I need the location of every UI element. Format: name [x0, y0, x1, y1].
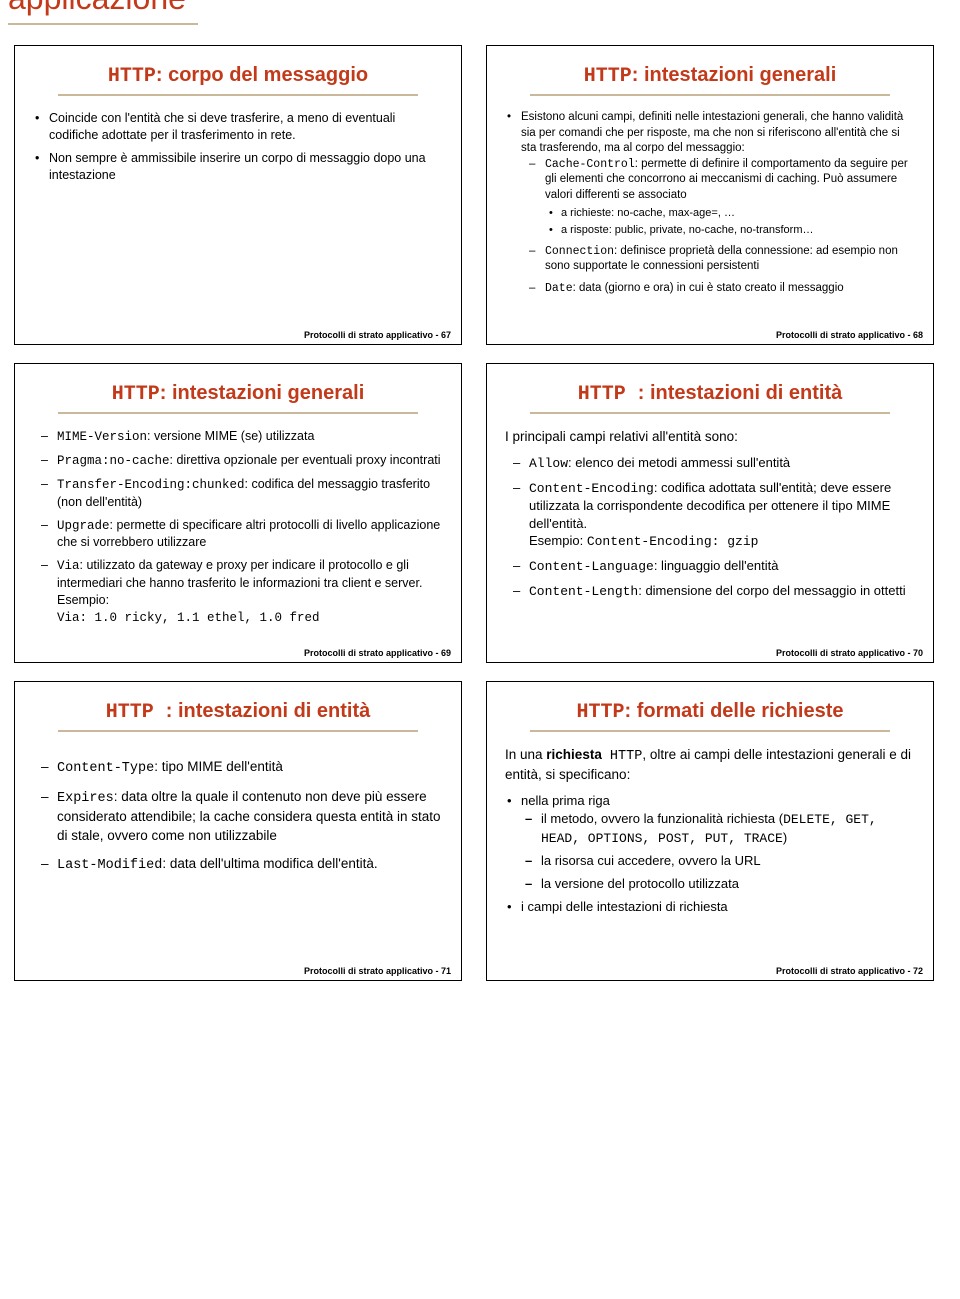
- title-text: : formati delle richieste: [625, 700, 844, 722]
- slide-title: HTTP : intestazioni di entità: [505, 382, 915, 406]
- bullet-item: i campi delle intestazioni di richiesta: [521, 898, 915, 916]
- intro-text: In una richiesta HTTP, oltre ai campi de…: [505, 746, 915, 784]
- slide-row: HTTP: intestazioni generali MIME-Version…: [14, 363, 946, 663]
- title-underline: [530, 730, 891, 732]
- slide-content: MIME-Version: versione MIME (se) utilizz…: [33, 428, 443, 636]
- slide-69: HTTP: intestazioni generali MIME-Version…: [14, 363, 462, 663]
- sub-bullet: a risposte: public, private, no-cache, n…: [561, 223, 915, 238]
- dash-item: Content-Language: linguaggio dell'entità: [529, 557, 915, 576]
- title-underline: [58, 412, 419, 414]
- slide-footer: Protocolli di strato applicativo - 71: [304, 966, 451, 976]
- dash-item: Connection: definisce proprietà della co…: [545, 244, 915, 275]
- slide-footer: Protocolli di strato applicativo - 67: [304, 330, 451, 340]
- slide-footer: Protocolli di strato applicativo - 68: [776, 330, 923, 340]
- slide-content: Esistono alcuni campi, definiti nelle in…: [505, 110, 915, 318]
- slide-content: I principali campi relativi all'entità s…: [505, 428, 915, 636]
- title-text: : corpo del messaggio: [156, 64, 368, 86]
- dash-item: la risorsa cui accedere, ovvero la URL: [541, 852, 915, 870]
- dash-item: Allow: elenco dei metodi ammessi sull'en…: [529, 454, 915, 473]
- dash-item: Content-Length: dimensione del corpo del…: [529, 582, 915, 601]
- title-code: HTTP: [577, 701, 625, 724]
- title-text: : intestazioni generali: [160, 382, 364, 404]
- slide-72: HTTP: formati delle richieste In una ric…: [486, 681, 934, 981]
- dash-item: Date: data (giorno e ora) in cui è stato…: [545, 281, 915, 297]
- intro-text: I principali campi relativi all'entità s…: [505, 428, 915, 446]
- dash-item: Transfer-Encoding:chunked: codifica del …: [57, 476, 443, 511]
- slide-title: HTTP: formati delle richieste: [505, 700, 915, 724]
- title-underline: [58, 730, 419, 732]
- title-text: : intestazioni di entità: [638, 382, 842, 404]
- slide-content: In una richiesta HTTP, oltre ai campi de…: [505, 746, 915, 954]
- title-code: HTTP: [106, 701, 166, 724]
- slide-footer: Protocolli di strato applicativo - 72: [776, 966, 923, 976]
- slide-71: HTTP : intestazioni di entità Content-Ty…: [14, 681, 462, 981]
- dash-item: Cache-Control: permette di definire il c…: [545, 157, 915, 238]
- slide-handout-page: applicazione HTTP: corpo del messaggio C…: [0, 0, 960, 981]
- slide-title: HTTP: corpo del messaggio: [33, 64, 443, 88]
- slide-title: HTTP: intestazioni generali: [505, 64, 915, 88]
- bullet-item: nella prima riga il metodo, ovvero la fu…: [521, 792, 915, 892]
- slide-row: HTTP : intestazioni di entità Content-Ty…: [14, 681, 946, 981]
- title-underline: [530, 412, 891, 414]
- dash-item: Upgrade: permette di specificare altri p…: [57, 517, 443, 552]
- dash-item: la versione del protocollo utilizzata: [541, 875, 915, 893]
- title-code: HTTP: [584, 65, 632, 88]
- cutoff-underline: [8, 23, 198, 25]
- title-code: HTTP: [112, 383, 160, 406]
- dash-item: Content-Type: tipo MIME dell'entità: [57, 758, 443, 778]
- bullet-item: Esistono alcuni campi, definiti nelle in…: [521, 110, 915, 296]
- dash-item: il metodo, ovvero la funzionalità richie…: [541, 810, 915, 847]
- slide-footer: Protocolli di strato applicativo - 69: [304, 648, 451, 658]
- bullet-item: Coincide con l'entità che si deve trasfe…: [49, 110, 443, 144]
- title-code: HTTP: [108, 65, 156, 88]
- title-underline: [58, 94, 419, 96]
- title-text: : intestazioni generali: [632, 64, 836, 86]
- slide-title: HTTP : intestazioni di entità: [33, 700, 443, 724]
- title-text: : intestazioni di entità: [166, 700, 370, 722]
- dash-item: Content-Encoding: codifica adottata sull…: [529, 479, 915, 551]
- slide-68: HTTP: intestazioni generali Esistono alc…: [486, 45, 934, 345]
- dash-item: Expires: data oltre la quale il contenut…: [57, 788, 443, 845]
- dash-item: MIME-Version: versione MIME (se) utilizz…: [57, 428, 443, 446]
- dash-item: Pragma:no-cache: direttiva opzionale per…: [57, 452, 443, 470]
- title-underline: [530, 94, 891, 96]
- slide-title: HTTP: intestazioni generali: [33, 382, 443, 406]
- slide-row: HTTP: corpo del messaggio Coincide con l…: [14, 45, 946, 345]
- slide-footer: Protocolli di strato applicativo - 70: [776, 648, 923, 658]
- slide-67: HTTP: corpo del messaggio Coincide con l…: [14, 45, 462, 345]
- sub-bullet: a richieste: no-cache, max-age=, …: [561, 206, 915, 221]
- slide-70: HTTP : intestazioni di entità I principa…: [486, 363, 934, 663]
- slide-content: Content-Type: tipo MIME dell'entità Expi…: [33, 746, 443, 954]
- slide-content: Coincide con l'entità che si deve trasfe…: [33, 110, 443, 318]
- cutoff-title: applicazione: [8, 0, 960, 17]
- title-code: HTTP: [578, 383, 638, 406]
- bullet-item: Non sempre è ammissibile inserire un cor…: [49, 150, 443, 184]
- dash-item: Via: utilizzato da gateway e proxy per i…: [57, 557, 443, 627]
- dash-item: Last-Modified: data dell'ultima modifica…: [57, 855, 443, 875]
